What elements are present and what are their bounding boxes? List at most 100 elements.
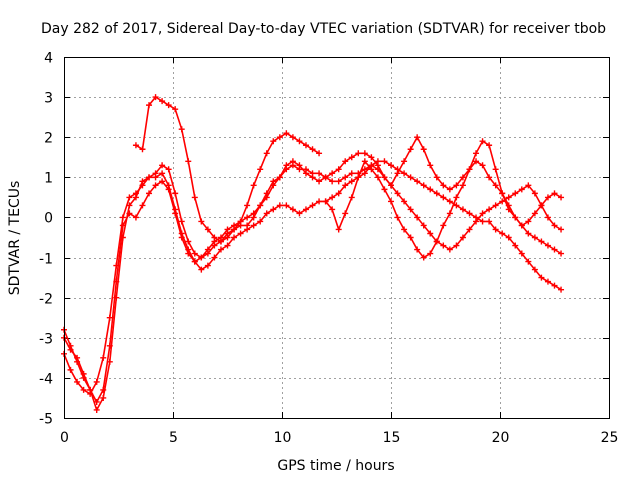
data-point-plus-marker [388, 182, 394, 189]
data-point-plus-marker [368, 154, 375, 161]
data-point-plus-marker [342, 174, 349, 181]
plot-frame [64, 57, 610, 419]
data-point-plus-marker [531, 234, 538, 241]
data-point-plus-marker [459, 174, 466, 181]
data-point-plus-marker [106, 342, 113, 349]
data-point-plus-marker [459, 234, 466, 241]
data-point-plus-marker [394, 214, 401, 221]
data-point-plus-marker [420, 254, 427, 261]
data-point-plus-marker [224, 242, 231, 249]
data-point-plus-marker [132, 190, 139, 197]
data-point-plus-marker [355, 150, 362, 157]
data-point-plus-marker [335, 178, 342, 185]
data-point-plus-marker [525, 230, 532, 237]
data-point-plus-marker [551, 222, 558, 229]
data-point-plus-marker [427, 230, 434, 237]
data-point-plus-marker [100, 354, 107, 361]
data-point-plus-marker [289, 206, 296, 213]
data-point-plus-marker [329, 178, 336, 185]
data-point-plus-marker [244, 202, 251, 209]
data-point-plus-marker [499, 230, 506, 237]
data-point-plus-marker [486, 218, 493, 225]
data-point-plus-marker [414, 134, 421, 141]
data-point-plus-marker [558, 194, 565, 201]
data-point-plus-marker [374, 174, 381, 181]
data-point-plus-marker [374, 162, 381, 169]
data-point-plus-marker [558, 250, 565, 257]
data-point-plus-marker [178, 126, 185, 133]
y-tick-label: 2 [44, 131, 53, 147]
x-axis-label: GPS time / hours [277, 458, 394, 474]
data-point-plus-marker [518, 186, 525, 193]
data-point-plus-marker [93, 378, 100, 385]
y-tick-label: 3 [44, 91, 53, 107]
data-point-plus-marker [492, 182, 499, 189]
data-point-plus-marker [486, 142, 493, 149]
data-point-plus-marker [302, 206, 309, 213]
data-point-plus-marker [224, 226, 231, 233]
data-point-plus-marker [407, 206, 414, 213]
data-point-plus-marker [263, 150, 270, 157]
chart-title: Day 282 of 2017, Sidereal Day-to-day VTE… [41, 21, 606, 37]
data-point-plus-marker [132, 214, 139, 221]
y-tick-label: -4 [39, 372, 53, 388]
data-point-plus-marker [551, 190, 558, 197]
data-point-plus-marker [159, 178, 166, 185]
data-point-plus-marker [361, 158, 368, 165]
y-tick-label: -5 [39, 412, 53, 428]
data-point-plus-marker [388, 162, 394, 169]
series-track-a [61, 158, 565, 413]
data-point-plus-marker [93, 398, 100, 405]
data-point-plus-marker [544, 214, 551, 221]
data-point-plus-marker [348, 194, 355, 201]
data-point-plus-marker [427, 250, 434, 257]
data-point-plus-marker [355, 174, 362, 181]
data-point-plus-marker [499, 198, 506, 205]
data-point-plus-marker [126, 194, 133, 201]
x-tick-label: 25 [601, 430, 619, 446]
data-point-plus-marker [459, 206, 466, 213]
data-point-plus-marker [518, 250, 525, 257]
data-point-plus-marker [335, 166, 342, 173]
y-tick-label: 0 [44, 211, 53, 227]
data-point-plus-marker [440, 242, 447, 249]
data-point-plus-marker [322, 174, 329, 181]
data-point-plus-marker [74, 378, 81, 385]
data-point-plus-marker [257, 166, 264, 173]
data-point-plus-marker [446, 198, 453, 205]
x-tick-label: 10 [274, 430, 292, 446]
data-point-plus-marker [217, 238, 224, 245]
data-point-plus-marker [427, 162, 434, 169]
data-point-plus-marker [433, 174, 440, 181]
data-point-plus-marker [335, 226, 342, 233]
data-point-plus-marker [453, 202, 460, 209]
data-point-plus-marker [244, 226, 251, 233]
data-point-plus-marker [361, 170, 368, 177]
data-point-plus-marker [538, 202, 545, 209]
data-point-plus-marker [283, 162, 290, 169]
data-point-plus-marker [139, 202, 146, 209]
data-point-plus-marker [237, 230, 244, 237]
data-point-plus-marker [466, 166, 473, 173]
data-point-plus-marker [499, 190, 506, 197]
data-point-plus-marker [512, 190, 519, 197]
data-point-plus-marker [551, 282, 558, 289]
data-point-plus-marker [381, 186, 388, 193]
data-point-plus-marker [473, 158, 480, 165]
data-point-plus-marker [296, 162, 303, 169]
data-point-plus-marker [322, 198, 329, 205]
data-point-plus-marker [185, 238, 192, 245]
data-point-plus-marker [283, 130, 290, 137]
data-point-plus-marker [309, 202, 316, 209]
data-point-plus-marker [414, 246, 421, 253]
data-point-plus-marker [152, 174, 159, 181]
data-point-plus-marker [126, 210, 133, 217]
series-line [63, 164, 562, 396]
data-point-plus-marker [381, 174, 388, 181]
data-point-plus-marker [440, 222, 447, 229]
data-point-plus-marker [231, 226, 238, 233]
data-point-plus-marker [250, 210, 257, 217]
data-point-plus-marker [394, 170, 401, 177]
x-tick-label: 0 [60, 430, 69, 446]
